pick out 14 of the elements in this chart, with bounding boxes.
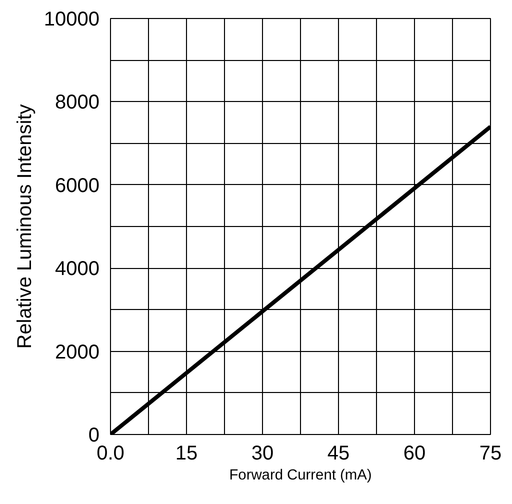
y-tick-label: 8000 (55, 92, 100, 114)
y-tick-label: 10000 (44, 8, 100, 30)
x-tick-label: 60 (403, 442, 426, 464)
y-axis-title: Relative Luminous Intensity (14, 104, 36, 349)
x-tick-label: 30 (251, 442, 274, 464)
x-axis-title: Forward Current (mA) (229, 468, 372, 484)
x-tick-label: 15 (175, 442, 198, 464)
x-tick-label: 0.0 (96, 442, 124, 464)
y-tick-label: 2000 (55, 341, 100, 364)
y-tick-label: 6000 (55, 174, 100, 197)
x-tick-label: 45 (327, 442, 350, 464)
y-tick-label: 0 (88, 424, 100, 446)
x-tick-label: 75 (479, 442, 502, 464)
y-tick-label: 4000 (55, 258, 100, 280)
